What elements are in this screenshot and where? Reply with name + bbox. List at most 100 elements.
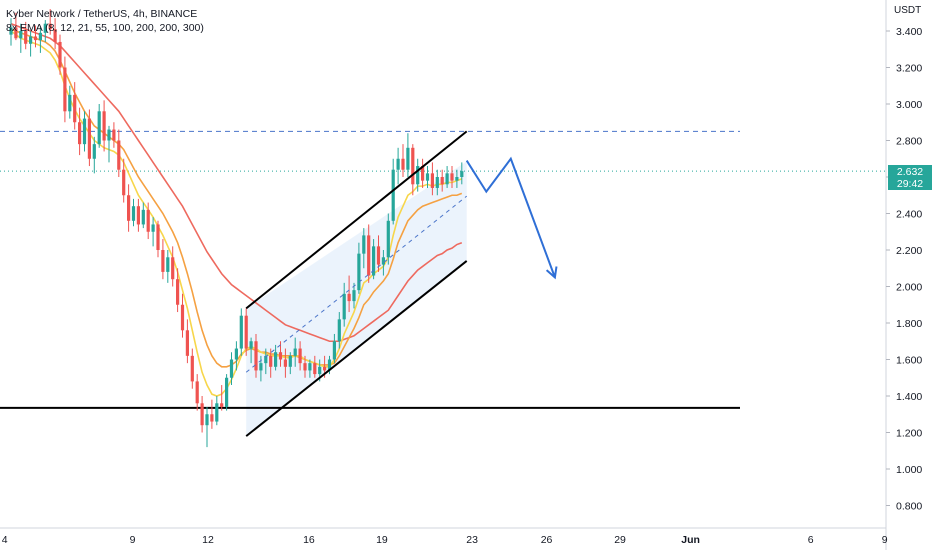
candle-body (190, 355, 194, 382)
time-tick-label: 16 (303, 534, 315, 546)
candle-body (421, 166, 425, 181)
candle-body (19, 31, 23, 39)
candle-body (220, 403, 224, 407)
candle-body (450, 173, 454, 181)
candle-body (195, 381, 199, 404)
candle-body (9, 27, 13, 35)
time-axis[interactable]: 4 9 12 16 19 23 26 29 Jun 6 9 (0, 527, 888, 546)
candle-body (445, 173, 449, 185)
ema-slow-line (10, 22, 463, 343)
time-tick-label: 19 (376, 534, 388, 546)
time-tick-label: 4 (2, 534, 8, 546)
candle-body (210, 414, 214, 422)
candle-body (342, 293, 346, 320)
candle-body (347, 293, 351, 302)
candle-body (141, 209, 145, 225)
candle-body (176, 279, 180, 305)
candle-body (352, 290, 356, 302)
symbol-title[interactable]: Kyber Network / TetherUS, 4h, BINANCE (6, 8, 198, 20)
candle-body (171, 257, 175, 280)
candle-body (259, 363, 263, 371)
channel-lines[interactable] (245, 130, 468, 437)
candle-body (308, 363, 312, 371)
candle-body (33, 36, 38, 41)
candle-body (151, 224, 155, 232)
channel-area (246, 161, 467, 437)
candle-body (455, 177, 459, 181)
candle-body (254, 341, 258, 371)
candle-body (425, 173, 430, 181)
candle-body (215, 403, 219, 422)
candle-body (381, 257, 385, 265)
candle-body (48, 23, 52, 30)
time-tick-label: 12 (202, 534, 214, 546)
candle-body (68, 94, 72, 112)
price-tick-label: 1.600 (896, 355, 922, 367)
price-tick-label: 1.400 (896, 391, 922, 403)
price-tick-label: 2.400 (896, 209, 922, 221)
price-tick-label: 2.000 (896, 282, 922, 294)
candle-body (318, 366, 322, 375)
candle-body (200, 403, 204, 426)
indicator-label[interactable]: 8x EMA (8, 12, 21, 55, 100, 200, 200, 30… (6, 22, 204, 34)
candle-body (102, 111, 106, 141)
candle-body (185, 330, 189, 356)
candle-body (82, 118, 87, 145)
time-tick-label: Jun (681, 534, 700, 546)
candle-body (416, 166, 420, 185)
candle-body (234, 348, 238, 360)
price-tick-label: 1.000 (896, 464, 922, 476)
last-price-value: 2.632 (896, 166, 924, 178)
candle-body (122, 169, 126, 196)
candle-body (435, 177, 439, 188)
channel-upper-line (245, 130, 468, 310)
candle-body (117, 140, 121, 170)
candle-body (249, 341, 253, 349)
candle-body (327, 359, 332, 371)
candle-body (112, 129, 116, 141)
candle-body (127, 195, 131, 221)
channel-midline (245, 195, 468, 373)
candle-body (440, 177, 444, 185)
price-tick-label: 2.800 (896, 136, 922, 148)
time-tick-label: 26 (541, 534, 553, 546)
candle-body (205, 414, 209, 426)
currency-label: USDT (894, 5, 922, 16)
price-tick-label: 3.000 (896, 99, 922, 111)
candle-body (161, 250, 165, 272)
candle-body (146, 209, 150, 232)
candle-body (278, 352, 283, 360)
price-tick-label: 1.800 (896, 318, 922, 330)
price-tick-label: 0.800 (896, 501, 922, 513)
channel-fill (246, 161, 467, 437)
candle-body (460, 171, 464, 177)
price-axis[interactable]: 3.4003.2003.0002.8002.6002.4002.2002.000… (885, 0, 922, 550)
bar-countdown: 29:42 (896, 178, 924, 190)
candle-body (53, 29, 57, 42)
candle-body (166, 257, 170, 272)
candle-body (401, 158, 405, 170)
candle-body (92, 144, 96, 159)
candle-body (386, 220, 390, 258)
candle-body (78, 122, 82, 145)
candle-body (283, 359, 287, 367)
candle-body (323, 366, 327, 371)
candle-body (376, 246, 381, 265)
price-tick-label: 3.400 (896, 26, 922, 38)
chart-legend: Kyber Network / TetherUS, 4h, BINANCE 8x… (6, 7, 204, 35)
candle-body (14, 27, 18, 39)
time-tick-label: 23 (466, 534, 478, 546)
candle-body (97, 111, 101, 145)
candle-body (362, 235, 366, 254)
time-tick-label: 9 (882, 534, 888, 546)
candle-body (244, 315, 248, 349)
candle-body (396, 158, 400, 170)
candle-body (180, 304, 185, 331)
candle-body (43, 23, 47, 33)
candle-body (298, 348, 302, 364)
candle-body (411, 147, 415, 185)
candle-body (269, 355, 273, 367)
projection-path[interactable] (465, 156, 558, 280)
candle-body (156, 224, 160, 250)
